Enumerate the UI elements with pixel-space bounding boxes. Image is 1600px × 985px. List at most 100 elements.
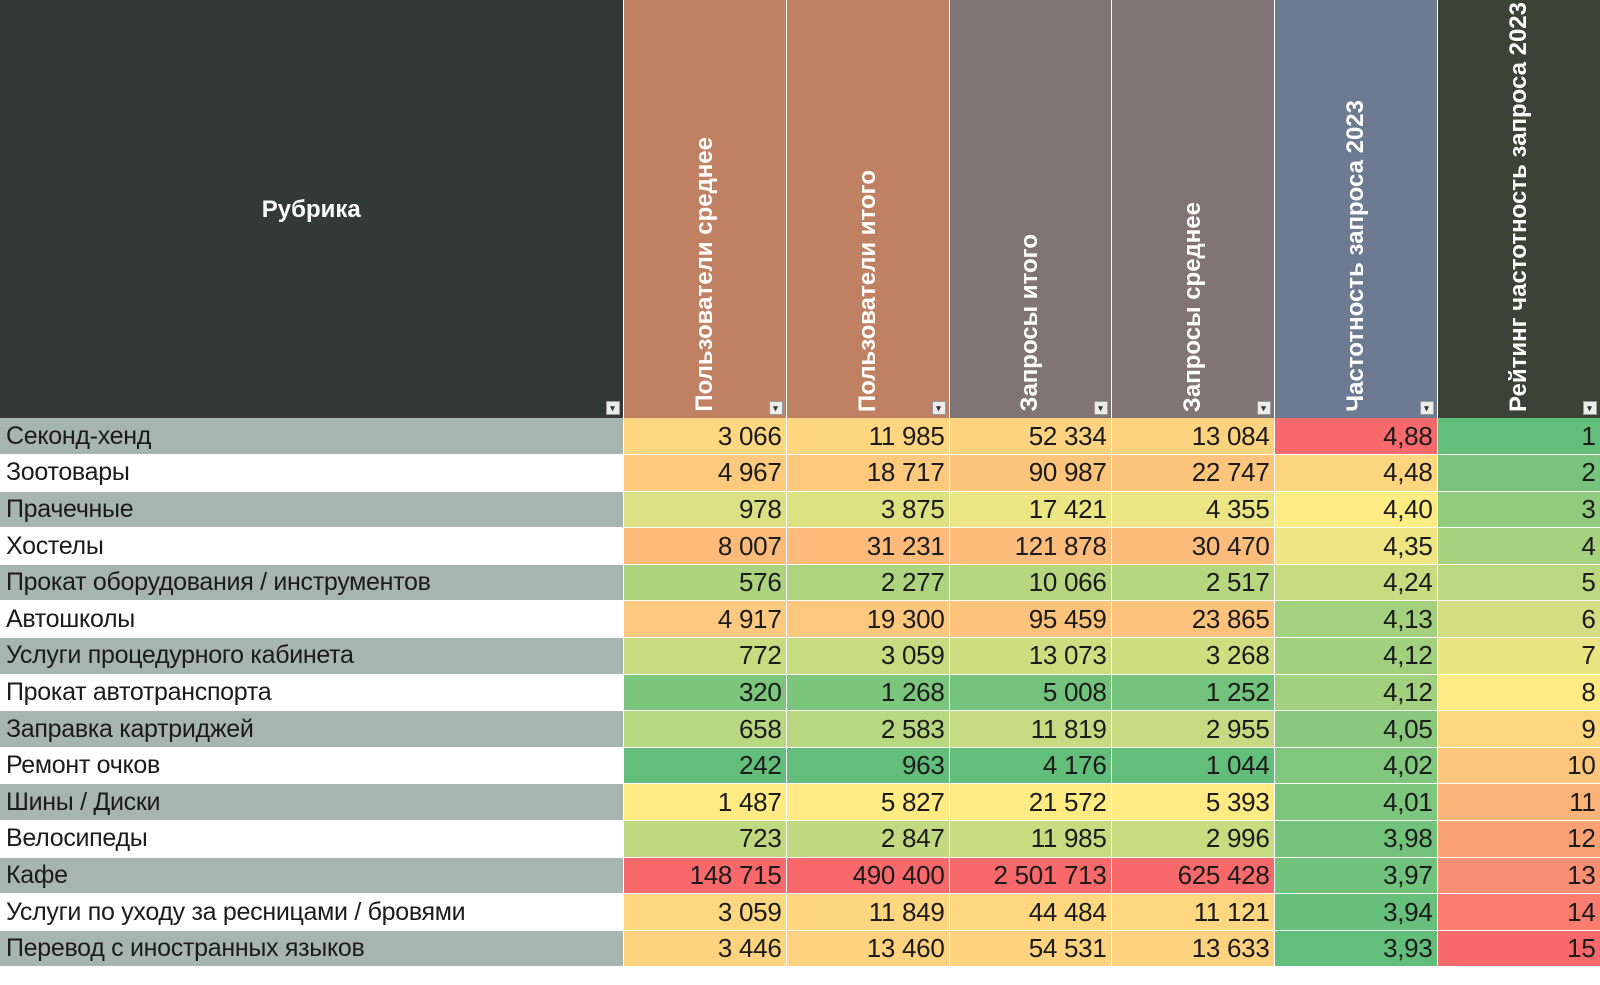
value-cell[interactable]: 11 985 [786,418,950,456]
filter-dropdown-icon[interactable]: ▾ [1419,401,1434,415]
rubric-cell[interactable]: Зоотовары [0,454,624,492]
value-cell[interactable]: 22 747 [1111,454,1275,492]
value-cell[interactable]: 1 [1437,418,1600,456]
value-cell[interactable]: 1 252 [1111,674,1275,712]
value-cell[interactable]: 576 [623,564,787,602]
value-cell[interactable]: 1 487 [623,783,787,822]
value-cell[interactable]: 13 073 [949,637,1112,675]
rubric-cell[interactable]: Автошколы [0,600,624,639]
value-cell[interactable]: 3,93 [1274,930,1438,968]
value-cell[interactable]: 4 [1437,527,1600,565]
value-cell[interactable]: 5 [1437,564,1600,602]
value-cell[interactable]: 963 [786,747,950,785]
value-cell[interactable]: 2 955 [1111,710,1275,748]
filter-dropdown-icon[interactable]: ▾ [1093,401,1108,415]
value-cell[interactable]: 2 [1437,454,1600,492]
filter-dropdown-icon[interactable]: ▾ [768,401,783,415]
value-cell[interactable]: 52 334 [949,418,1112,456]
value-cell[interactable]: 8 [1437,674,1600,712]
value-cell[interactable]: 3 059 [786,637,950,675]
rubric-cell[interactable]: Хостелы [0,527,624,565]
value-cell[interactable]: 2 847 [786,820,950,858]
rubric-cell[interactable]: Секонд-хенд [0,418,624,456]
rubric-cell[interactable]: Прокат оборудования / инструментов [0,564,624,602]
value-cell[interactable]: 4 917 [623,600,787,639]
value-cell[interactable]: 4,40 [1274,491,1438,529]
value-cell[interactable]: 30 470 [1111,527,1275,565]
filter-dropdown-icon[interactable]: ▾ [931,401,946,415]
value-cell[interactable]: 11 849 [786,893,950,931]
value-cell[interactable]: 2 277 [786,564,950,602]
value-cell[interactable]: 3,97 [1274,857,1438,895]
rubric-cell[interactable]: Услуги процедурного кабинета [0,637,624,675]
value-cell[interactable]: 14 [1437,893,1600,931]
rubric-cell[interactable]: Ремонт очков [0,747,624,785]
rubric-cell[interactable]: Заправка картриджей [0,710,624,748]
value-cell[interactable]: 1 268 [786,674,950,712]
value-cell[interactable]: 4,48 [1274,454,1438,492]
value-cell[interactable]: 13 [1437,857,1600,895]
value-cell[interactable]: 978 [623,491,787,529]
rubric-cell[interactable]: Услуги по уходу за ресницами / бровями [0,893,624,931]
value-cell[interactable]: 148 715 [623,857,787,895]
value-cell[interactable]: 4 967 [623,454,787,492]
value-cell[interactable]: 2 996 [1111,820,1275,858]
value-cell[interactable]: 6 [1437,600,1600,639]
value-cell[interactable]: 19 300 [786,600,950,639]
value-cell[interactable]: 625 428 [1111,857,1275,895]
value-cell[interactable]: 4,02 [1274,747,1438,785]
filter-dropdown-icon[interactable]: ▾ [605,401,620,415]
value-cell[interactable]: 13 633 [1111,930,1275,968]
value-cell[interactable]: 13 460 [786,930,950,968]
value-cell[interactable]: 5 827 [786,783,950,822]
value-cell[interactable]: 4,12 [1274,637,1438,675]
value-cell[interactable]: 490 400 [786,857,950,895]
value-cell[interactable]: 2 583 [786,710,950,748]
value-cell[interactable]: 5 393 [1111,783,1275,822]
rubric-cell[interactable]: Прокат автотранспорта [0,674,624,712]
value-cell[interactable]: 121 878 [949,527,1112,565]
value-cell[interactable]: 95 459 [949,600,1112,639]
value-cell[interactable]: 44 484 [949,893,1112,931]
value-cell[interactable]: 320 [623,674,787,712]
value-cell[interactable]: 12 [1437,820,1600,858]
rubric-cell[interactable]: Велосипеды [0,820,624,858]
value-cell[interactable]: 4,01 [1274,783,1438,822]
value-cell[interactable]: 772 [623,637,787,675]
value-cell[interactable]: 4 176 [949,747,1112,785]
value-cell[interactable]: 4,13 [1274,600,1438,639]
value-cell[interactable]: 2 517 [1111,564,1275,602]
value-cell[interactable]: 4,12 [1274,674,1438,712]
value-cell[interactable]: 7 [1437,637,1600,675]
value-cell[interactable]: 15 [1437,930,1600,968]
value-cell[interactable]: 4,88 [1274,418,1438,456]
filter-dropdown-icon[interactable]: ▾ [1256,401,1271,415]
value-cell[interactable]: 11 [1437,783,1600,822]
value-cell[interactable]: 18 717 [786,454,950,492]
value-cell[interactable]: 3 446 [623,930,787,968]
value-cell[interactable]: 242 [623,747,787,785]
rubric-cell[interactable]: Перевод с иностранных языков [0,930,624,968]
value-cell[interactable]: 4,24 [1274,564,1438,602]
value-cell[interactable]: 8 007 [623,527,787,565]
value-cell[interactable]: 9 [1437,710,1600,748]
value-cell[interactable]: 11 819 [949,710,1112,748]
value-cell[interactable]: 90 987 [949,454,1112,492]
value-cell[interactable]: 4 355 [1111,491,1275,529]
value-cell[interactable]: 10 066 [949,564,1112,602]
value-cell[interactable]: 3 059 [623,893,787,931]
value-cell[interactable]: 10 [1437,747,1600,785]
value-cell[interactable]: 23 865 [1111,600,1275,639]
value-cell[interactable]: 31 231 [786,527,950,565]
value-cell[interactable]: 13 084 [1111,418,1275,456]
rubric-cell[interactable]: Прачечные [0,491,624,529]
value-cell[interactable]: 11 985 [949,820,1112,858]
value-cell[interactable]: 54 531 [949,930,1112,968]
rubric-cell[interactable]: Кафе [0,857,624,895]
value-cell[interactable]: 4,05 [1274,710,1438,748]
value-cell[interactable]: 4,35 [1274,527,1438,565]
value-cell[interactable]: 11 121 [1111,893,1275,931]
value-cell[interactable]: 21 572 [949,783,1112,822]
value-cell[interactable]: 3 [1437,491,1600,529]
value-cell[interactable]: 3,94 [1274,893,1438,931]
